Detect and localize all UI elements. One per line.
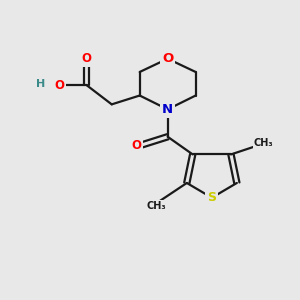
Text: O: O bbox=[162, 52, 173, 65]
Text: CH₃: CH₃ bbox=[146, 201, 166, 211]
Text: CH₃: CH₃ bbox=[254, 138, 273, 148]
Text: N: N bbox=[162, 103, 173, 116]
Text: H: H bbox=[36, 79, 45, 89]
Text: O: O bbox=[54, 79, 64, 92]
Text: S: S bbox=[207, 191, 216, 204]
Text: O: O bbox=[131, 139, 141, 152]
Text: O: O bbox=[82, 52, 92, 65]
